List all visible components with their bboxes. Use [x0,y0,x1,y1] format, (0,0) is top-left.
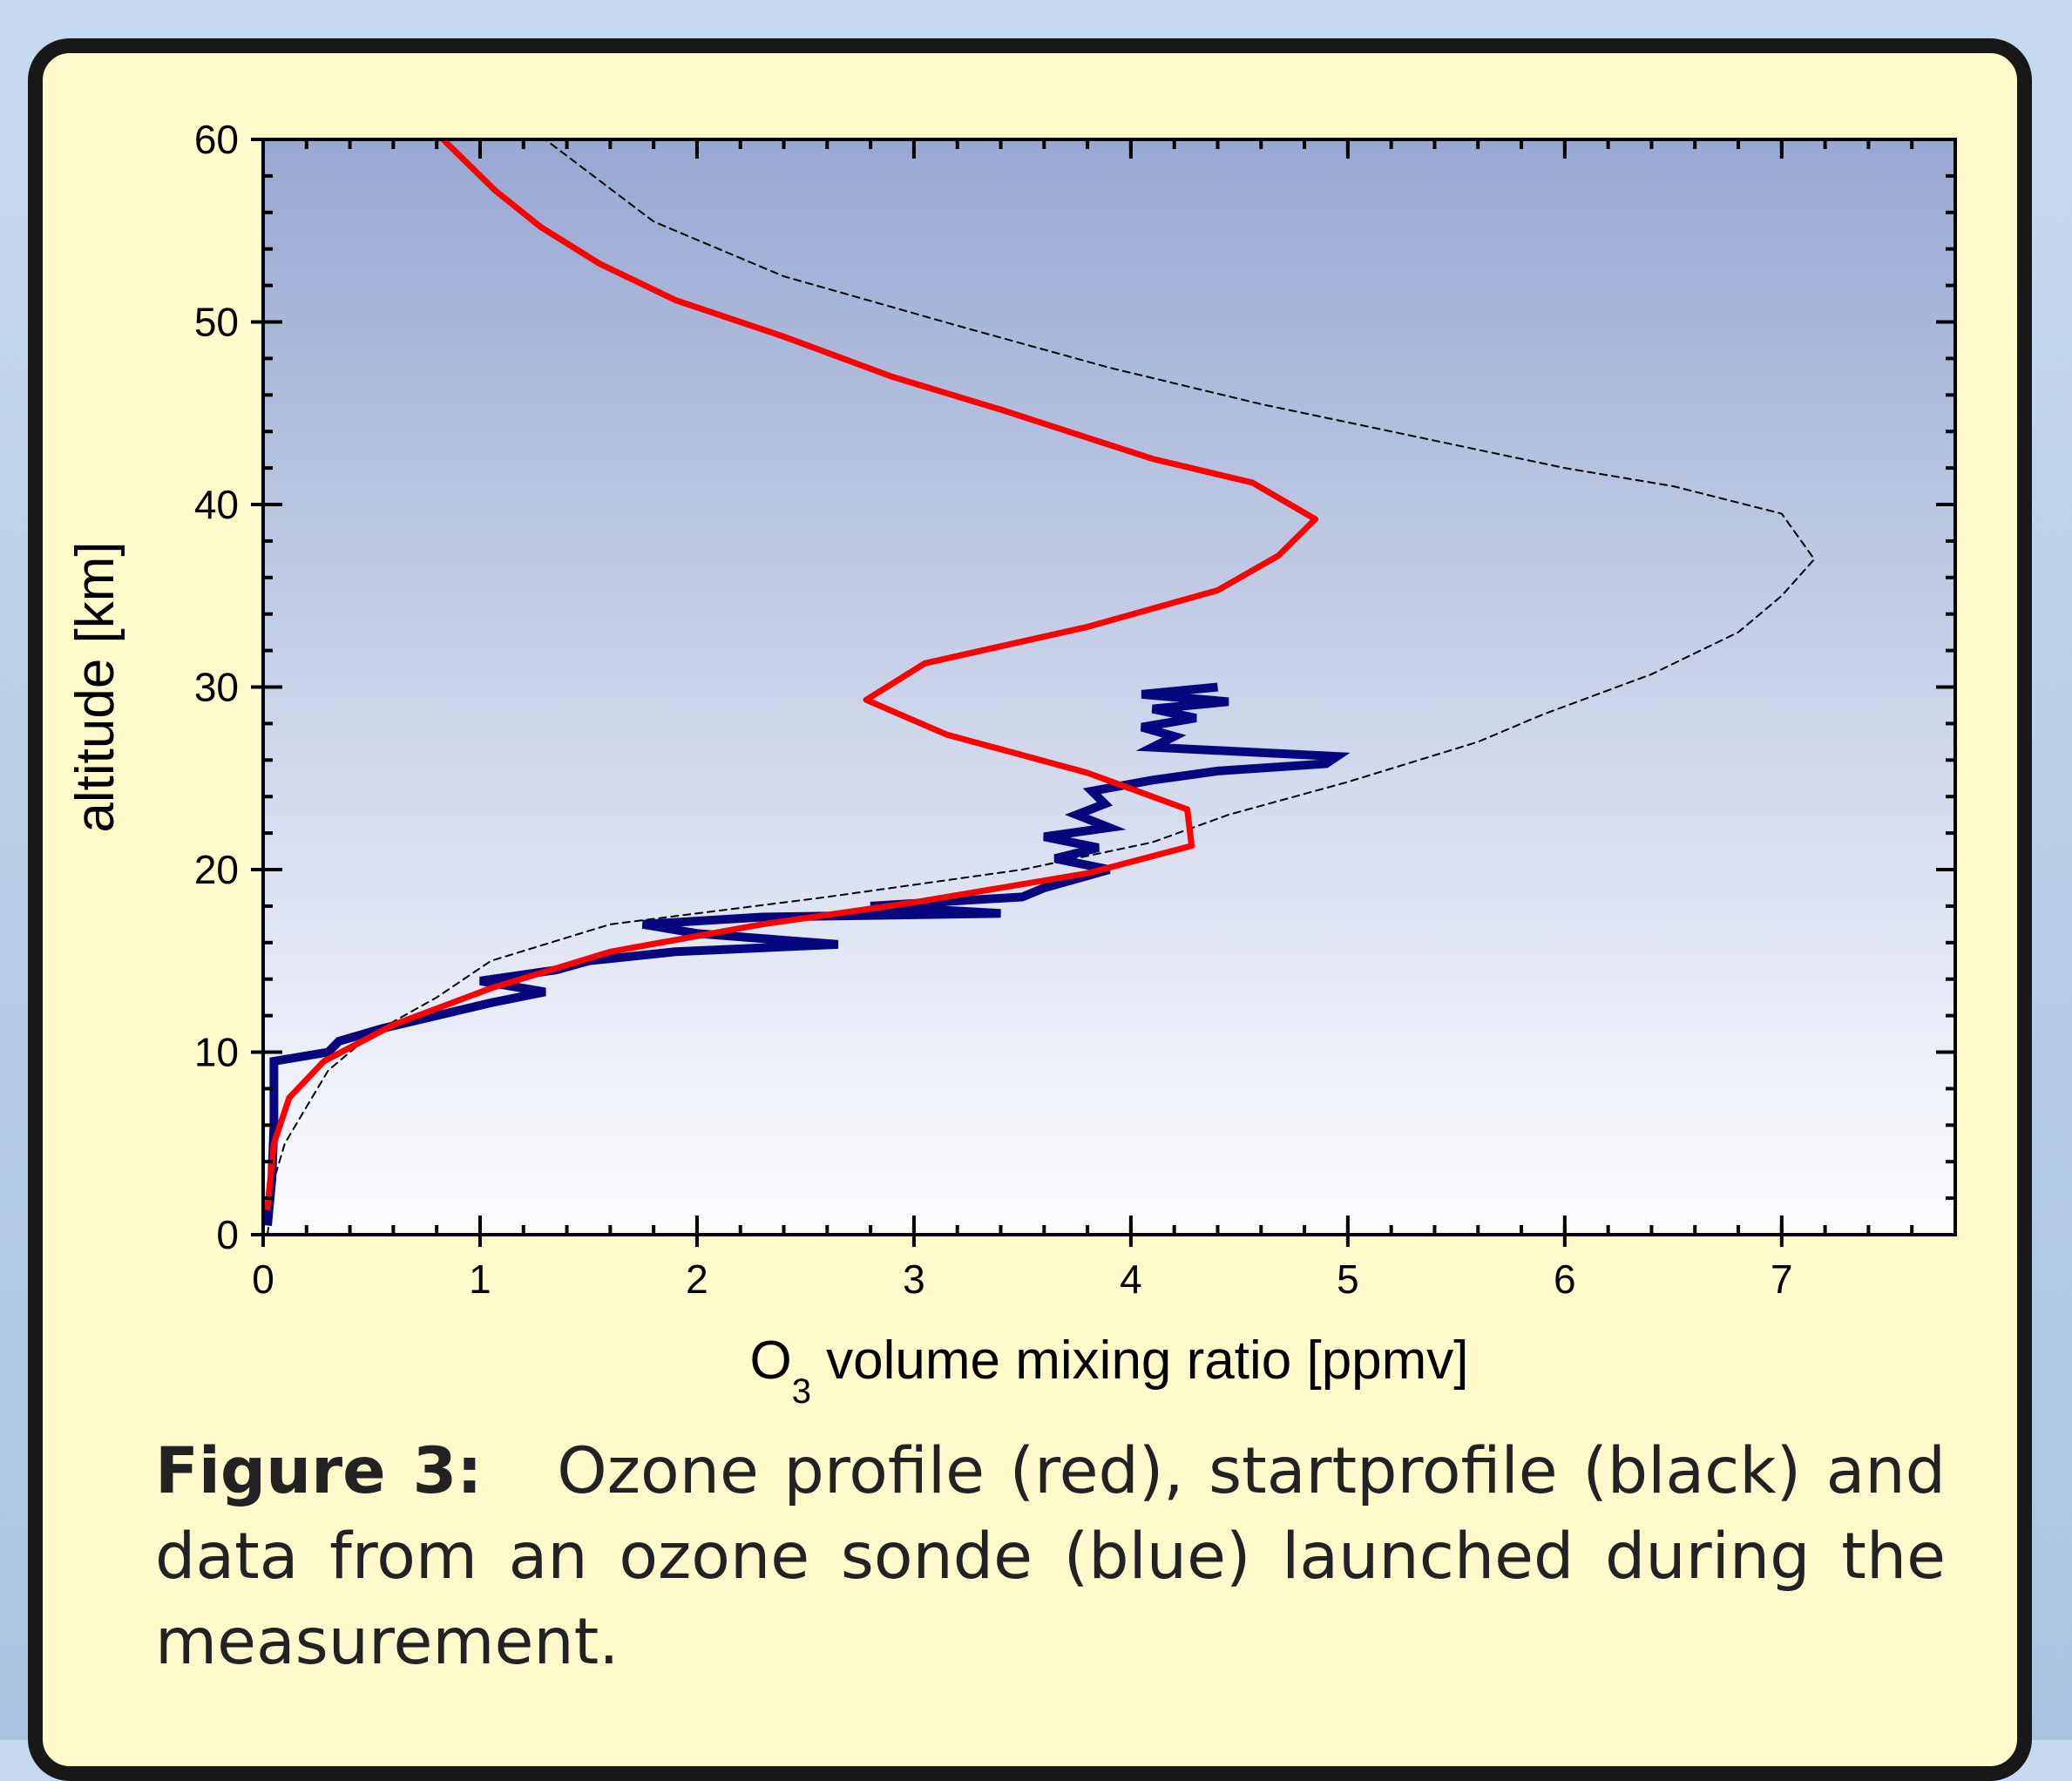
x-tick-label: 7 [1771,1256,1793,1302]
series-layer [263,139,1816,1235]
y-tick-label: 40 [194,482,239,527]
x-tick-label: 3 [903,1256,925,1302]
ozone-profile-line [264,139,1318,1211]
plot-area [263,139,1955,1235]
y-axis-title: altitude [km] [65,541,125,832]
ozone-sonde-line [263,682,1351,1226]
figure-caption: Figure 3: Ozone profile (red), startprof… [155,1429,1946,1685]
y-tick-label: 60 [194,117,239,162]
x-tick-label: 0 [252,1256,274,1302]
x-tick-label: 6 [1554,1256,1576,1302]
y-tick-label: 0 [216,1212,239,1257]
caption-text: Ozone profile (red), startprofile (black… [155,1434,1946,1679]
x-axis-title-main: O [749,1331,791,1391]
x-axis-title-subscript: 3 [792,1372,811,1411]
tick-marks [251,138,1957,1247]
y-tick-label: 10 [194,1030,239,1075]
y-tick-label: 30 [194,665,239,710]
x-tick-label: 5 [1337,1256,1359,1302]
y-tick-label: 50 [194,300,239,345]
x-tick-label: 1 [469,1256,491,1302]
x-axis-title-rest: volume mixing ratio [ppmv] [811,1331,1469,1391]
x-tick-label: 4 [1120,1256,1142,1302]
x-axis-title: O3 volume mixing ratio [ppmv] [749,1331,1468,1411]
x-tick-label: 2 [686,1256,708,1302]
caption-label: Figure 3: [155,1434,483,1508]
y-tick-label: 20 [194,847,239,892]
tick-labels: 0 1 2 3 4 5 6 7 0 10 20 30 40 50 60 [194,117,1793,1302]
